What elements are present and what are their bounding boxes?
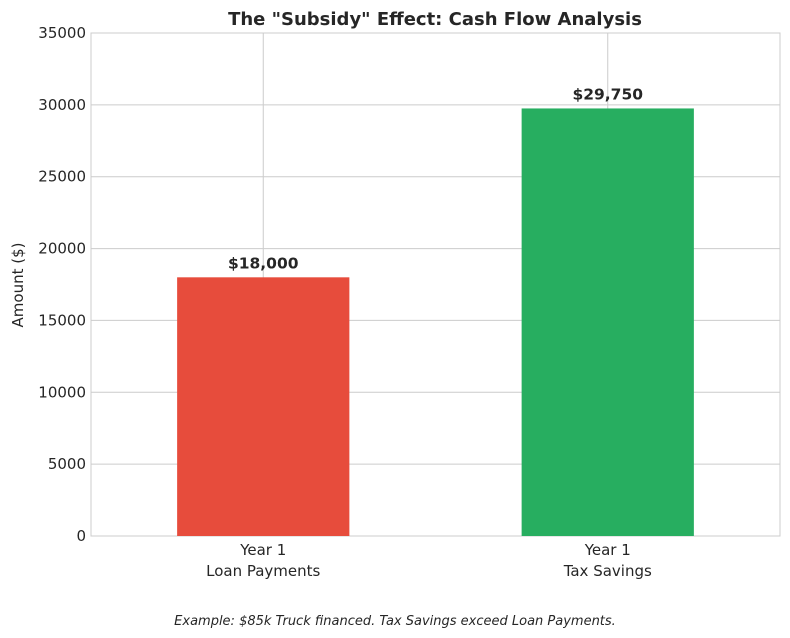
plot-area [90, 32, 781, 537]
y-tick-label: 35000 [38, 24, 86, 42]
y-tick-label: 20000 [38, 240, 86, 258]
x-tick-label: Loan Payments [206, 562, 320, 580]
x-tick-label: Year 1 [584, 541, 631, 559]
y-tick-label: 15000 [38, 311, 86, 329]
y-axis-label: Amount ($) [9, 243, 27, 328]
y-tick-label: 30000 [38, 96, 86, 114]
bars: $18,000 $29,750 [177, 85, 694, 536]
y-tick-label: 0 [76, 527, 86, 545]
bar [521, 108, 694, 536]
y-tick-label: 25000 [38, 168, 86, 186]
tick-labels: 0 5000 10000 15000 20000 25000 30000 35000 Year … [38, 24, 652, 580]
chart-title: The "Subsidy" Effect: Cash Flow Analysis [228, 9, 642, 30]
footnote: Example: $85k Truck financed. Tax Saving… [174, 614, 616, 629]
y-tick-label: 10000 [38, 383, 86, 401]
bar [177, 277, 350, 536]
x-tick-label: Tax Savings [563, 562, 652, 580]
bar-value-label: $18,000 [228, 254, 299, 272]
x-tick-label: Year 1 [239, 541, 286, 559]
y-tick-label: 5000 [48, 455, 86, 473]
bar-value-label: $29,750 [572, 85, 643, 103]
